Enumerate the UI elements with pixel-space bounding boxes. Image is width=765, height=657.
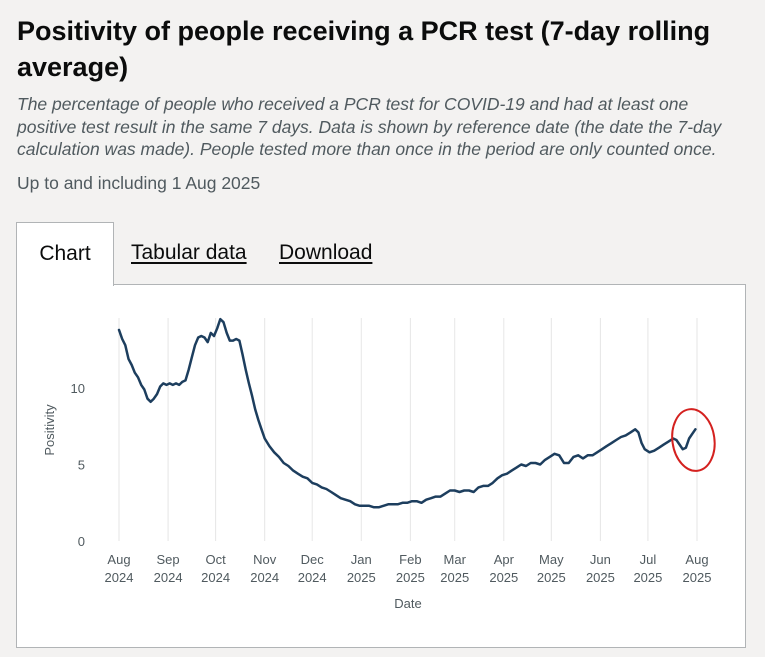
page-title: Positivity of people receiving a PCR tes… xyxy=(17,16,711,82)
tab-chart[interactable]: Chart xyxy=(16,222,114,286)
last-updated: Up to and including 1 Aug 2025 xyxy=(17,173,261,193)
tab-tabular-data[interactable]: Tabular data xyxy=(131,241,247,264)
tab-download[interactable]: Download xyxy=(279,241,373,264)
chart-description: The percentage of people who received a … xyxy=(17,94,722,159)
chart-panel xyxy=(16,284,746,648)
